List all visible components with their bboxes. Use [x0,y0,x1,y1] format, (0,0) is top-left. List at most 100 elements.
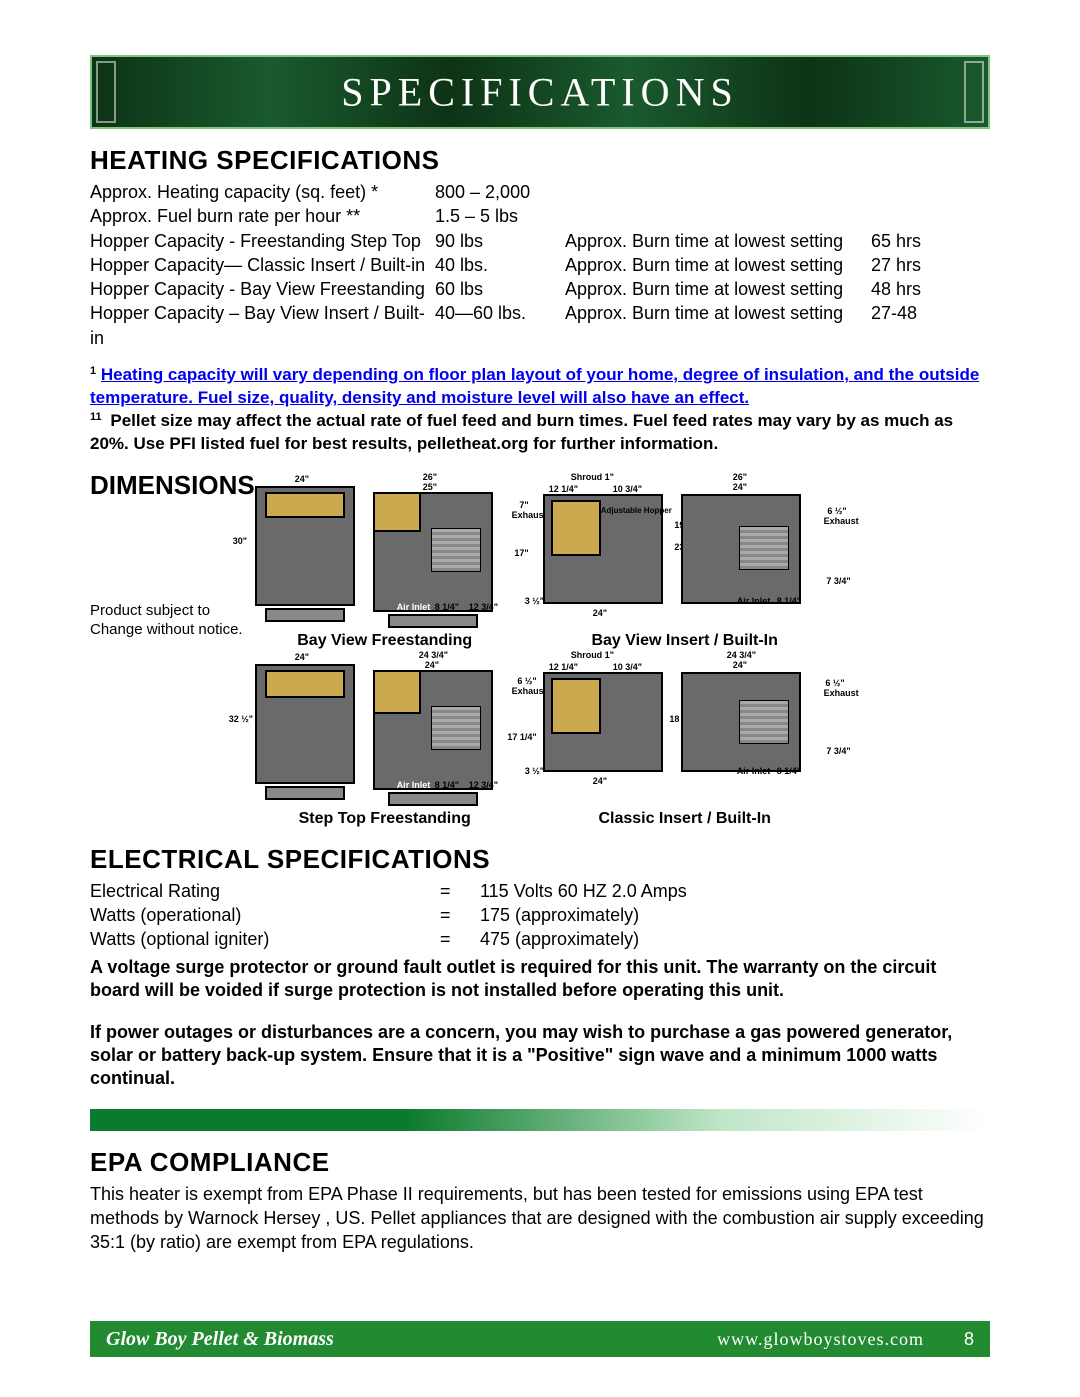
dim-label: 8 1/4" [435,602,459,612]
dim-label: 24" [593,776,607,786]
elec-val: 475 (approximately) [480,927,880,951]
heating-table: Approx. Heating capacity (sq. feet) * 80… [90,180,990,350]
spec-val: 40 lbs. [435,253,565,277]
spec-label2 [565,180,871,204]
dim-label: 24" [733,482,747,492]
spec-val: 90 lbs [435,229,565,253]
spec-val2 [871,204,941,228]
elec-label: Watts (operational) [90,903,440,927]
dim-label: Exhaust [824,516,859,526]
dim-label: 24" [425,660,439,670]
product-note-line: Change without notice. [90,620,255,640]
dim-label: 24" [295,474,309,484]
dim-label: 24" [593,608,607,618]
spec-val: 60 lbs [435,277,565,301]
page-footer: Glow Boy Pellet & Biomass www.glowboysto… [90,1321,990,1357]
dim-label: 25" [423,482,437,492]
diagram-caption: Bay View Freestanding [255,632,515,650]
spec-val2: 65 hrs [871,229,941,253]
dim-label: 6 ½" [517,676,536,686]
dim-label: Exhaust [512,686,547,696]
separator-bar [90,1109,990,1131]
diagram-caption: Classic Insert / Built-In [535,810,835,828]
diagram-classic-side: 24 3/4" 24" 6 ½" Exhaust 7 3/4" Air Inle… [681,654,831,806]
dim-label: 32 ½" [229,714,253,724]
epa-heading: EPA COMPLIANCE [90,1147,990,1178]
footnote-link[interactable]: Heating capacity will vary depending on … [90,365,979,407]
electrical-note-2: If power outages or disturbances are a c… [90,1021,990,1091]
dim-label: 7 3/4" [826,576,850,586]
dim-label: 7 3/4" [826,746,850,756]
equals: = [440,903,480,927]
dim-label: 24" [295,652,309,662]
banner-title: SPECIFICATIONS [92,69,988,116]
spec-label2 [565,204,871,228]
spec-label2: Approx. Burn time at lowest setting [565,229,871,253]
heating-footnotes: 1 Heating capacity will vary depending o… [90,364,990,456]
spec-val: 800 – 2,000 [435,180,565,204]
dim-label: 10 3/4" [613,662,642,672]
dim-label: 12 3/4" [469,602,498,612]
spec-label: Hopper Capacity – Bay View Insert / Buil… [90,301,435,350]
dim-label: 8 1/4" [777,596,801,606]
dim-label: Air Inlet [397,602,431,612]
diagram-bvinsert-front: Shroud 1" 12 1/4" 10 3/4" Adjustable Hop… [543,476,673,628]
dim-label: Adjustable Hopper [601,506,672,515]
dim-label: Exhaust [824,688,859,698]
product-note-line: Product subject to [90,601,255,621]
dim-label: 17 1/4" [507,732,536,742]
dim-label: 7" [519,500,528,510]
diagram-stfs-side: 24 3/4" 24" 6 ½" Exhaust 17 1/4" Air Inl… [373,654,523,806]
dim-label: 3 ½" [525,766,544,776]
diagram-caption: Bay View Insert / Built-In [535,632,835,650]
dim-label: 8 1/4" [777,766,801,776]
spec-label: Hopper Capacity - Bay View Freestanding [90,277,435,301]
dim-label: 17" [514,548,528,558]
dim-label: 12 3/4" [469,780,498,790]
elec-val: 115 Volts 60 HZ 2.0 Amps [480,879,880,903]
electrical-heading: ELECTRICAL SPECIFICATIONS [90,844,990,875]
dim-label: 6 ½" [827,506,846,516]
footer-page: 8 [964,1329,974,1350]
spec-val2: 27-48 [871,301,941,350]
heating-heading: HEATING SPECIFICATIONS [90,145,990,176]
product-note: Product subject to Change without notice… [90,601,255,640]
equals: = [440,879,480,903]
spec-label2: Approx. Burn time at lowest setting [565,277,871,301]
title-banner: SPECIFICATIONS [90,55,990,129]
dim-label: Air Inlet [737,766,771,776]
dim-label: 26" [423,472,437,482]
dim-label: 24 3/4" [419,650,448,660]
equals: = [440,927,480,951]
electrical-note-1: A voltage surge protector or ground faul… [90,956,990,1003]
diagram-bvinsert-side: 26" 24" 6 ½" Exhaust 7 3/4" Air Inlet 8 … [681,476,831,628]
dim-label: 6 ½" [825,678,844,688]
elec-label: Electrical Rating [90,879,440,903]
dim-label: 12 1/4" [549,484,578,494]
dim-label: Exhaust [512,510,547,520]
spec-label: Approx. Fuel burn rate per hour ** [90,204,435,228]
spec-label: Hopper Capacity - Freestanding Step Top [90,229,435,253]
diagram-classic-front: Shroud 1" 12 1/4" 10 3/4" 18 3/4" 3 ½" 2… [543,654,673,806]
dim-label: 24" [733,660,747,670]
diagram-bvfs-front: 24" 30" [255,476,365,628]
spec-val2 [871,180,941,204]
dim-label: Air Inlet [737,596,771,606]
dim-label: 8 1/4" [435,780,459,790]
footnote-sup: 11 [90,411,102,423]
dim-label: Air Inlet [397,780,431,790]
dim-label: Shroud 1" [571,472,614,482]
dim-label: 3 ½" [525,596,544,606]
footnote-text: Pellet size may affect the actual rate o… [90,411,953,453]
spec-val: 40—60 lbs. [435,301,565,350]
spec-label: Hopper Capacity— Classic Insert / Built-… [90,253,435,277]
elec-label: Watts (optional igniter) [90,927,440,951]
spec-val2: 48 hrs [871,277,941,301]
spec-val: 1.5 – 5 lbs [435,204,565,228]
dim-label: 10 3/4" [613,484,642,494]
electrical-table: Electrical Rating=115 Volts 60 HZ 2.0 Am… [90,879,990,952]
spec-label: Approx. Heating capacity (sq. feet) * [90,180,435,204]
dim-label: Shroud 1" [571,650,614,660]
dim-label: 26" [733,472,747,482]
footer-title: Glow Boy Pellet & Biomass [106,1328,334,1351]
